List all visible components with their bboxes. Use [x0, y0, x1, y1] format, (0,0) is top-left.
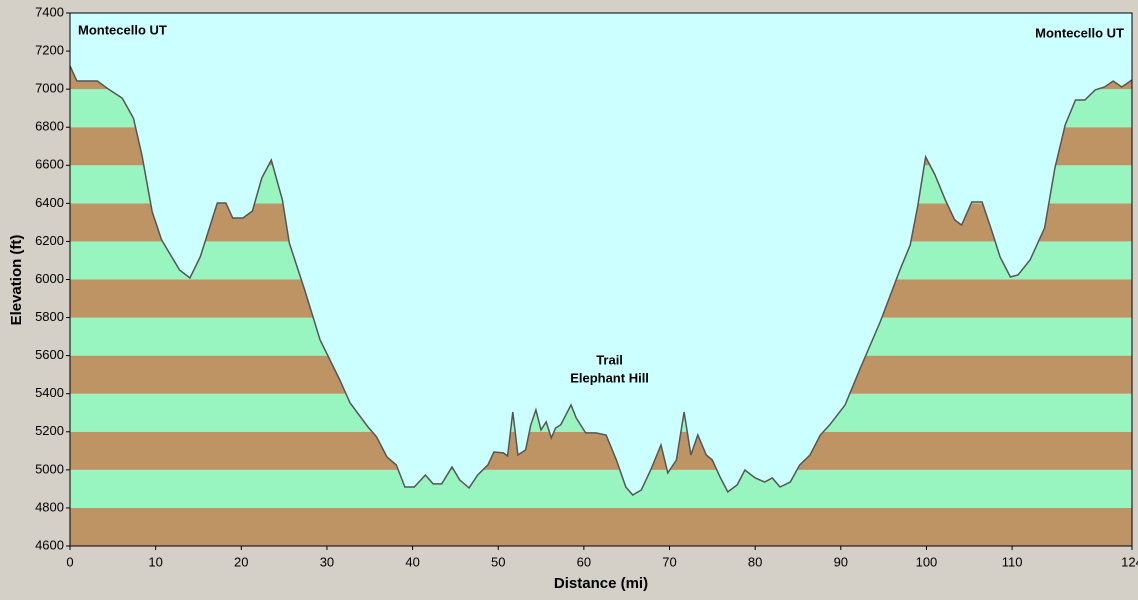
- annotation: Montecello UT: [78, 22, 167, 37]
- x-tick-label: 60: [577, 554, 591, 569]
- x-tick-label: 90: [834, 554, 848, 569]
- y-tick-label: 6800: [35, 119, 64, 134]
- x-tick-label: 110: [1002, 554, 1023, 569]
- x-tick-label: 124: [1121, 554, 1138, 569]
- x-axis-title: Distance (mi): [554, 575, 648, 592]
- x-tick-label: 30: [320, 554, 334, 569]
- annotation: Trail: [596, 352, 623, 367]
- y-tick-label: 6600: [35, 157, 64, 172]
- y-tick-label: 5800: [35, 309, 64, 324]
- x-tick-label: 70: [662, 554, 676, 569]
- sky: [70, 13, 1132, 495]
- x-tick-label: 10: [148, 554, 162, 569]
- annotation: Elephant Hill: [570, 370, 649, 385]
- x-tick-label: 50: [491, 554, 505, 569]
- x-tick-label: 100: [916, 554, 938, 569]
- x-tick-label: 40: [405, 554, 419, 569]
- y-tick-label: 7000: [35, 81, 64, 96]
- y-tick-label: 5400: [35, 385, 64, 400]
- y-tick-label: 7400: [35, 4, 64, 19]
- y-tick-label: 5600: [35, 347, 64, 362]
- y-tick-label: 6000: [35, 271, 64, 286]
- elevation-band: [70, 507, 1132, 546]
- x-tick-label: 80: [748, 554, 762, 569]
- x-tick-label: 20: [234, 554, 248, 569]
- x-tick-label: 0: [66, 554, 73, 569]
- y-tick-label: 6200: [35, 233, 64, 248]
- elevation-band: [70, 431, 1132, 470]
- elevation-profile: [69, 65, 1133, 496]
- y-tick-label: 7200: [35, 43, 64, 58]
- y-tick-label: 6400: [35, 195, 64, 210]
- y-tick-label: 5200: [35, 423, 64, 438]
- elevation-band: [70, 469, 1132, 508]
- y-axis-title: Elevation (ft): [8, 235, 25, 326]
- y-tick-label: 4600: [35, 537, 64, 552]
- annotation: Montecello UT: [1035, 25, 1124, 40]
- y-tick-label: 4800: [35, 499, 64, 514]
- y-tick-label: 5000: [35, 461, 64, 476]
